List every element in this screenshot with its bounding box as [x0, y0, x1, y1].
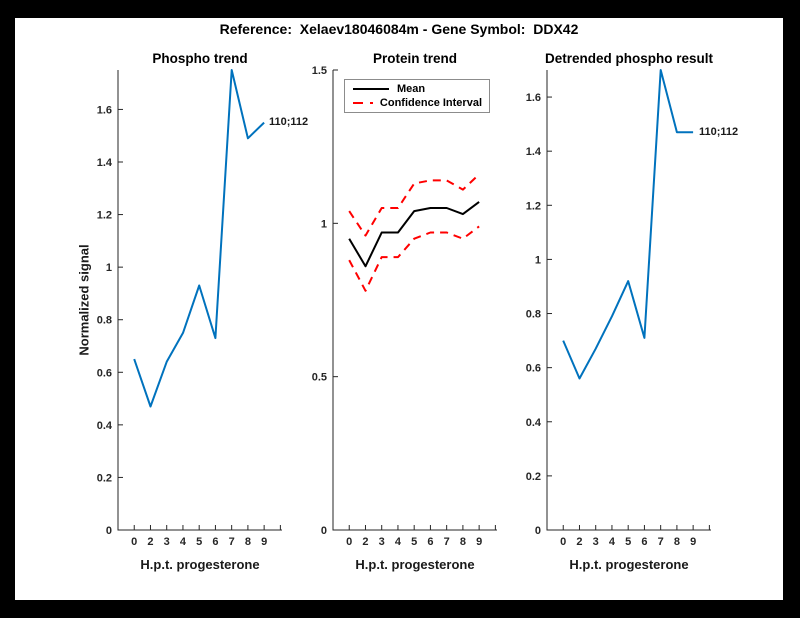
- legend-label-mean: Mean: [397, 83, 426, 95]
- x-tick-label: 0: [560, 536, 566, 548]
- x-tick-label: 8: [245, 536, 251, 548]
- x-tick-label: 2: [362, 536, 368, 548]
- x-tick-label: 7: [444, 536, 450, 548]
- y-tick-label: 1.6: [526, 92, 541, 104]
- axis-lines: [546, 70, 711, 531]
- y-tick-label: 0: [535, 525, 541, 537]
- legend-swatch-dashed-line: [353, 102, 373, 104]
- y-tick-label: 0.8: [97, 315, 112, 327]
- x-tick-label: 6: [641, 536, 647, 548]
- x-tick-label: 5: [411, 536, 417, 548]
- x-tick-label: 5: [196, 536, 202, 548]
- x-tick-label: 2: [576, 536, 582, 548]
- x-axis-label-right: H.p.t. progesterone: [569, 557, 689, 572]
- series-red-line: [348, 225, 480, 292]
- series-black-line: [348, 201, 480, 268]
- y-tick-label: 1: [106, 262, 112, 274]
- y-tick-label: 1.2: [97, 210, 112, 222]
- y-tick-label: 1.2: [526, 200, 541, 212]
- series-blue-line: [133, 69, 265, 408]
- legend-entry-confidence-interval: Confidence Interval: [352, 97, 482, 109]
- annotation-left-110-112: 110;112: [269, 116, 309, 128]
- x-tick-label: 4: [395, 536, 402, 548]
- x-tick-label: 8: [460, 536, 466, 548]
- y-tick-label: 0.8: [526, 309, 541, 321]
- y-tick-label: 0.4: [526, 417, 542, 429]
- y-tick-label: 0.2: [97, 472, 112, 484]
- axis-lines: [332, 70, 497, 531]
- subplot-title-detrended-phospho: Detrended phospho result: [544, 51, 713, 66]
- y-tick-label: 1.4: [97, 157, 113, 169]
- x-tick-label: 7: [229, 536, 235, 548]
- y-tick-label: 1.4: [526, 146, 542, 158]
- y-tick-label: 0.4: [97, 420, 113, 432]
- legend-entry-mean: Mean: [352, 83, 482, 95]
- y-tick-label: 0.2: [526, 471, 541, 483]
- x-tick-label: 9: [690, 536, 696, 548]
- axis-lines: [117, 70, 282, 531]
- y-tick-label: 0: [321, 525, 327, 537]
- x-axis-label-middle: H.p.t. progesterone: [355, 557, 475, 572]
- legend-label-confidence-interval: Confidence Interval: [379, 97, 482, 109]
- x-tick-label: 2: [147, 536, 153, 548]
- x-tick-label: 9: [476, 536, 482, 548]
- x-tick-label: 4: [609, 536, 616, 548]
- x-tick-label: 8: [674, 536, 680, 548]
- y-tick-label: 0.5: [312, 372, 327, 384]
- series-blue-line: [562, 69, 694, 380]
- y-tick-label: 1.5: [312, 65, 327, 77]
- x-tick-label: 3: [164, 536, 170, 548]
- x-tick-label: 4: [180, 536, 187, 548]
- figure-canvas: [15, 18, 783, 600]
- y-tick-label: 1: [321, 218, 327, 230]
- y-tick-label: 1.6: [97, 104, 112, 116]
- x-tick-label: 6: [427, 536, 433, 548]
- figure-title: Reference: Xelaev18046084m - Gene Symbol…: [219, 21, 579, 37]
- y-tick-label: 0.6: [526, 363, 541, 375]
- series-red-line: [348, 173, 480, 237]
- annotation-right-110-112: 110;112: [699, 126, 739, 138]
- x-tick-label: 3: [379, 536, 385, 548]
- y-tick-label: 0.6: [97, 367, 112, 379]
- x-tick-label: 0: [131, 536, 137, 548]
- y-axis-label-normalized-signal: Normalized signal: [76, 244, 92, 356]
- legend-swatch-solid-line: [353, 88, 389, 90]
- subplot-title-protein-trend: Protein trend: [372, 51, 457, 66]
- y-tick-label: 0: [106, 525, 112, 537]
- legend-box: Mean Confidence Interval: [344, 79, 490, 113]
- x-tick-label: 5: [625, 536, 631, 548]
- x-tick-label: 6: [212, 536, 218, 548]
- x-tick-label: 9: [261, 536, 267, 548]
- x-tick-label: 0: [346, 536, 352, 548]
- subplot-title-phospho-trend: Phospho trend: [152, 51, 248, 66]
- x-tick-label: 3: [593, 536, 599, 548]
- x-tick-label: 7: [658, 536, 664, 548]
- y-tick-label: 1: [535, 254, 541, 266]
- x-axis-label-left: H.p.t. progesterone: [140, 557, 260, 572]
